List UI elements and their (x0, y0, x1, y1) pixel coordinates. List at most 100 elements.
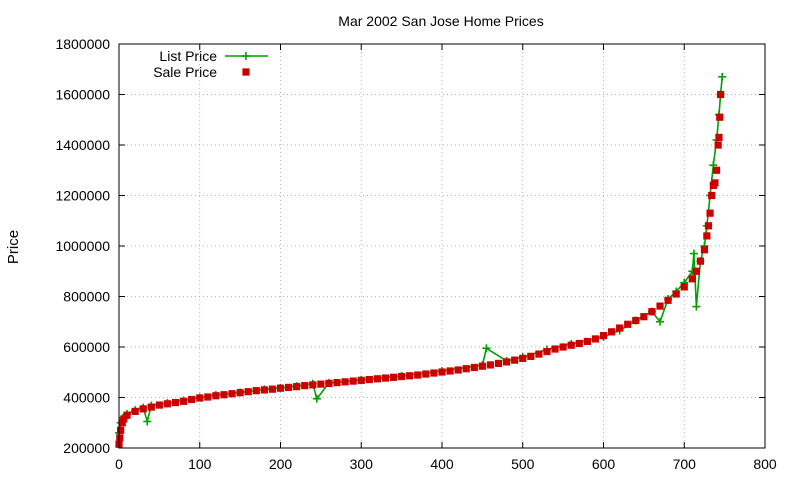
sale-price-point (309, 381, 317, 389)
list-price-point (482, 344, 491, 353)
list-price-point (656, 317, 665, 326)
sale-price-point (244, 388, 252, 396)
sale-price-point (703, 232, 711, 240)
sale-price-point (284, 383, 293, 391)
sale-price-point (147, 403, 155, 411)
sale-price-point (696, 257, 704, 265)
list-price-point (718, 72, 727, 81)
sale-price-point (301, 382, 309, 390)
sale-price-point (212, 392, 220, 400)
sale-price-point (519, 354, 527, 362)
x-tick-label: 0 (115, 456, 123, 472)
series-layer (115, 72, 727, 448)
y-tick-label: 800000 (63, 289, 110, 305)
sale-price-point (559, 343, 567, 351)
sale-price-point (714, 141, 722, 149)
sale-price-point (607, 328, 616, 336)
series-sale-price (115, 90, 725, 448)
sale-price-point (535, 350, 543, 358)
sale-price-point (551, 345, 559, 353)
sale-price-point (204, 393, 212, 401)
sale-price-point (406, 372, 414, 380)
sale-price-point (333, 379, 341, 387)
sale-price-point (567, 341, 575, 349)
y-tick-label: 1200000 (55, 188, 110, 204)
sale-price-point (711, 179, 719, 187)
sale-price-point (276, 384, 285, 392)
sale-price-point (715, 133, 723, 142)
sale-price-point (373, 375, 381, 383)
sale-price-point (616, 324, 624, 332)
sale-price-point (118, 419, 126, 427)
sale-price-point (260, 386, 268, 394)
y-tick-label: 200000 (63, 440, 110, 456)
x-tick-label: 800 (753, 456, 777, 472)
sale-price-point (575, 339, 583, 348)
legend-marker-list-price (242, 52, 250, 60)
sale-price-point (591, 335, 600, 343)
sale-price-point (680, 283, 688, 291)
sale-price-point (494, 359, 503, 368)
x-tick-label: 300 (350, 456, 374, 472)
sale-price-point (503, 358, 511, 366)
series-list-price (115, 72, 727, 437)
list-price-point (312, 394, 321, 403)
sale-price-point (664, 296, 672, 304)
y-tick-label: 1600000 (55, 87, 110, 103)
y-tick-label: 600000 (63, 339, 110, 355)
sale-price-point (163, 400, 172, 408)
sale-price-point (692, 267, 700, 275)
sale-price-point (716, 90, 725, 99)
sale-price-point (116, 434, 124, 442)
x-tick-label: 500 (511, 456, 535, 472)
sale-price-point (341, 378, 349, 386)
sale-price-point (139, 405, 147, 413)
sale-price-point (268, 385, 277, 393)
sale-price-point (430, 369, 438, 377)
sale-price-point (640, 313, 648, 321)
chart-title: Mar 2002 San Jose Home Prices (338, 13, 543, 29)
sale-price-point (704, 222, 713, 230)
legend-label-sale-price: Sale Price (153, 64, 217, 80)
sale-price-point (422, 370, 430, 378)
sale-price-point (398, 372, 406, 381)
sale-price-point (470, 363, 478, 372)
sale-price-point (706, 209, 714, 217)
x-tick-label: 600 (592, 456, 616, 472)
sale-price-point (381, 374, 390, 382)
sale-price-point (293, 383, 301, 391)
sale-price-point (349, 377, 357, 385)
grid-layer (119, 44, 765, 448)
sale-price-point (543, 347, 551, 356)
sale-price-point (486, 361, 495, 369)
sale-price-point (454, 366, 462, 374)
sale-price-point (700, 246, 709, 254)
sale-price-point (712, 166, 721, 174)
sale-price-point (155, 401, 163, 409)
legend-marker-sale-price (242, 68, 250, 76)
y-tick-label: 1400000 (55, 137, 110, 153)
sale-price-point (511, 356, 519, 364)
sale-price-point (131, 407, 139, 415)
sale-price-point (120, 415, 128, 423)
x-tick-label: 400 (430, 456, 454, 472)
list-price-point (689, 249, 698, 258)
y-tick-label: 400000 (63, 390, 110, 406)
sale-price-point (624, 320, 632, 328)
sale-price-point (236, 389, 244, 397)
sale-price-point (656, 302, 664, 310)
x-tick-label: 200 (269, 456, 293, 472)
sale-price-point (180, 397, 188, 405)
legend-label-list-price: List Price (159, 48, 217, 64)
sale-price-point (325, 379, 333, 387)
list-price-line (118, 76, 723, 434)
list-price-point (143, 417, 152, 426)
x-tick-label: 100 (188, 456, 212, 472)
sale-price-point (446, 367, 454, 375)
sale-price-point (357, 376, 365, 384)
sale-price-point (414, 371, 422, 379)
sale-price-point (389, 373, 398, 381)
list-price-point (692, 302, 701, 311)
